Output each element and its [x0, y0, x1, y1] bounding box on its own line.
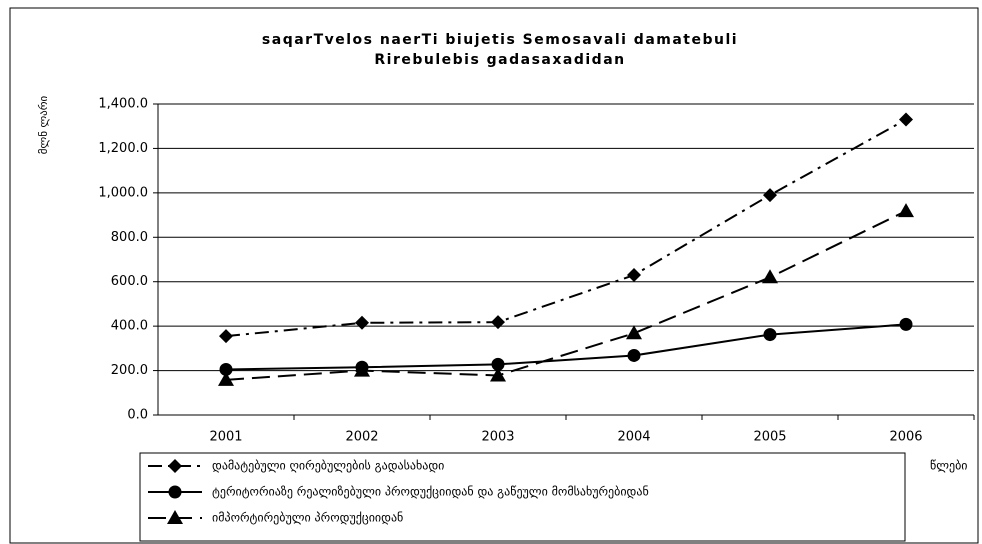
y-tick-label: 600.0 [111, 274, 148, 289]
x-axis-label: წლები [930, 459, 968, 473]
marker [491, 357, 505, 371]
y-tick-label: 400.0 [111, 319, 148, 334]
y-tick-label: 0.0 [127, 408, 148, 423]
marker [763, 328, 777, 342]
x-tick-label: 2003 [481, 430, 514, 445]
y-axis-label: მლნ ლარი [37, 95, 50, 154]
y-tick-label: 200.0 [111, 363, 148, 378]
marker [354, 362, 370, 377]
x-tick-label: 2006 [889, 430, 922, 445]
y-tick-label: 1,000.0 [98, 185, 148, 200]
legend-label: დამატებული ღირებულების გადასახადი [212, 459, 444, 473]
series-line [225, 210, 907, 381]
marker [355, 315, 369, 330]
marker [218, 371, 234, 386]
marker [168, 459, 182, 473]
legend-label: იმპორტირებული პროდუქციიდან [212, 511, 403, 525]
marker [898, 203, 914, 218]
y-tick-label: 1,400.0 [98, 97, 148, 112]
y-tick-label: 800.0 [111, 230, 148, 245]
marker [899, 112, 913, 127]
chart-title: saqarTvelos naerTi biujetis Semosavali d… [262, 32, 738, 48]
marker [219, 329, 233, 344]
y-tick-label: 1,200.0 [98, 141, 148, 156]
marker [899, 317, 913, 331]
marker [167, 510, 183, 524]
x-tick-label: 2004 [617, 430, 650, 445]
x-tick-label: 2001 [209, 430, 242, 445]
marker [490, 367, 506, 382]
marker [627, 348, 641, 362]
legend-box [139, 452, 906, 542]
marker [168, 485, 182, 499]
marker [219, 362, 233, 376]
marker [762, 269, 778, 284]
legend-label: ტერიტორიაზე რეალიზებული პროდუქციიდან და … [212, 485, 649, 499]
marker [491, 315, 505, 330]
series-line [225, 323, 907, 371]
marker [763, 188, 777, 203]
series-line [225, 118, 907, 338]
marker [627, 268, 641, 283]
marker [626, 325, 642, 340]
chart-subtitle: Rirebulebis gadasaxadidan [374, 52, 625, 68]
x-tick-label: 2002 [345, 430, 378, 445]
x-tick-label: 2005 [753, 430, 786, 445]
